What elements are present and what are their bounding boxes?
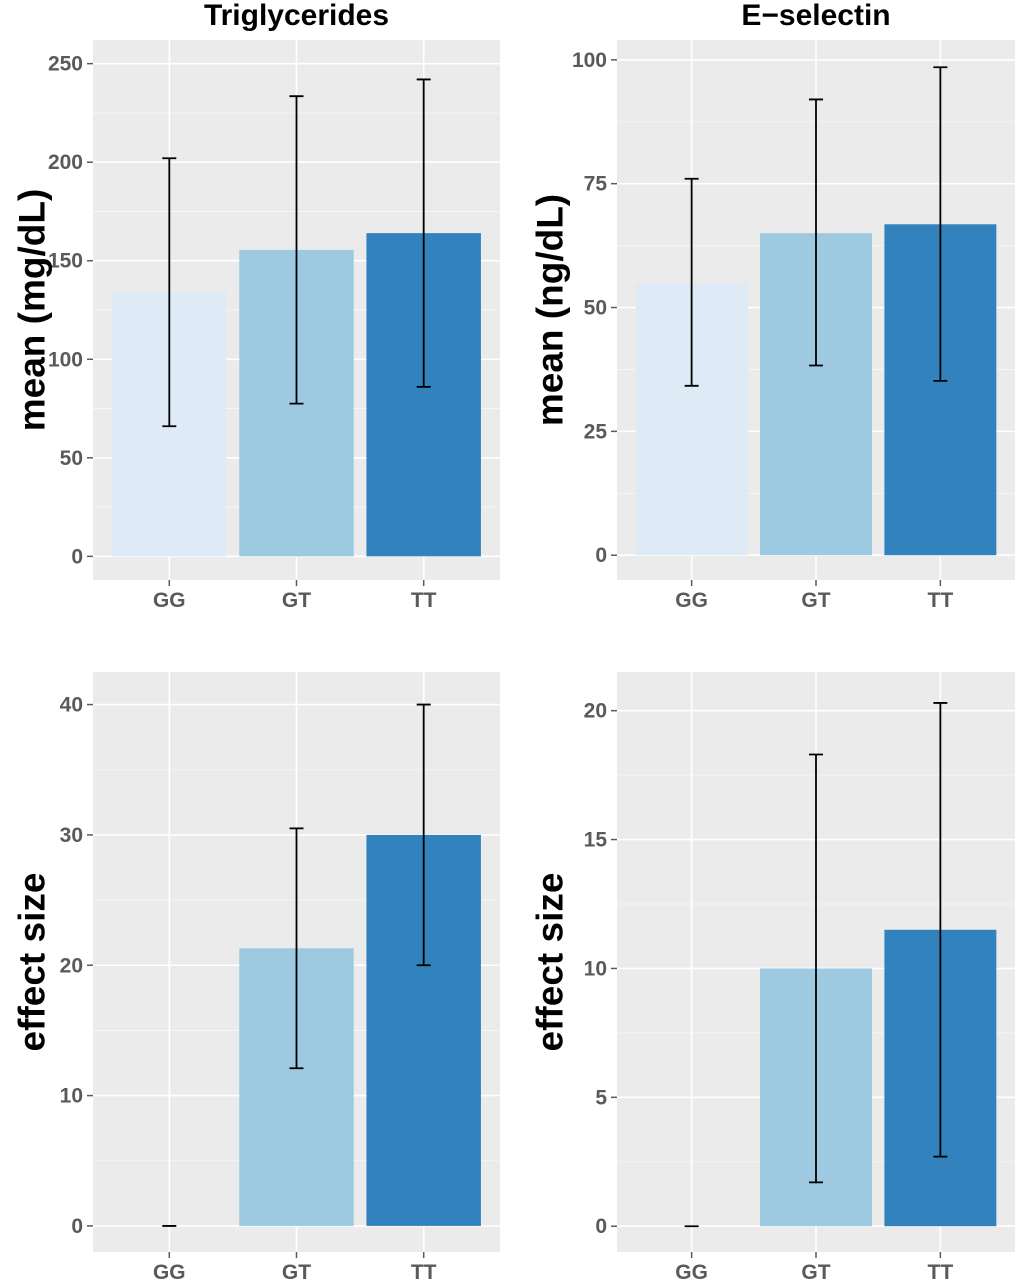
y-tick-label: 100 — [572, 49, 607, 72]
x-tick-label-tt: TT — [928, 1261, 954, 1280]
chart-title: Triglycerides — [204, 0, 389, 32]
y-tick-label: 75 — [584, 173, 608, 196]
y-tick-label: 200 — [48, 151, 83, 174]
y-axis-label: mean (mg/dL) — [12, 189, 53, 432]
error-bar-tt — [933, 702, 948, 1158]
y-tick-label: 250 — [48, 53, 83, 76]
x-tick-label-gg: GG — [153, 589, 186, 612]
x-tick-label-gt: GT — [282, 589, 311, 612]
error-bar-gt — [809, 753, 823, 1184]
x-tick-label-gg: GG — [675, 589, 708, 612]
error-bar-tt — [933, 66, 948, 382]
x-tick-label-gg: GG — [153, 1261, 186, 1280]
error-bar-gg — [162, 157, 177, 428]
error-bar-gg — [684, 177, 699, 387]
x-tick-label-gt: GT — [801, 1261, 830, 1280]
x-tick-label-gg: GG — [675, 1261, 708, 1280]
error-bar-gt — [289, 827, 304, 1070]
x-tick-label-gt: GT — [282, 1261, 311, 1280]
y-tick-label: 0 — [595, 544, 607, 567]
y-tick-label: 150 — [48, 250, 83, 273]
y-axis-label: effect size — [12, 873, 53, 1052]
chart-panel-eselectin-mean: 0 25 50 75 100 GG GT TT mean (ng/dL) E−selectin — [530, 0, 1015, 612]
y-tick-label: 100 — [48, 348, 83, 371]
y-tick-label: 40 — [60, 694, 83, 717]
y-tick-label: 0 — [595, 1215, 607, 1238]
x-tick-label-tt: TT — [411, 589, 437, 612]
y-tick-label: 25 — [584, 420, 608, 443]
y-tick-label: 20 — [584, 700, 607, 723]
y-tick-label: 10 — [584, 957, 607, 980]
y-tick-label: 10 — [60, 1085, 83, 1108]
chart-title: E−selectin — [741, 0, 890, 32]
y-axis-label: mean (ng/dL) — [530, 194, 571, 426]
y-axis-label: effect size — [530, 873, 571, 1052]
y-tick-label: 50 — [60, 447, 83, 470]
y-tick-label: 0 — [71, 545, 83, 568]
error-bar-gt — [289, 95, 304, 405]
error-bar-tt — [416, 703, 431, 967]
x-tick-label-tt: TT — [928, 589, 954, 612]
chart-panel-triglycerides-mean: 0 50 100 150 200 250 GG GT TT mean (mg/dL) Triglyc… — [12, 0, 500, 612]
error-bar-gt — [809, 98, 823, 367]
y-tick-label: 20 — [60, 954, 83, 977]
y-tick-label: 30 — [60, 824, 83, 847]
x-tick-label-gt: GT — [801, 589, 830, 612]
y-tick-label: 15 — [584, 829, 608, 852]
y-tick-label: 0 — [71, 1215, 83, 1238]
error-bar-tt — [416, 78, 431, 388]
chart-panel-triglycerides-effect-size: 0 10 20 30 40 GG GT TT effect size — [12, 672, 500, 1280]
chart-panel-eselectin-effect-size: 0 5 10 15 20 GG GT TT effect size — [530, 672, 1015, 1280]
y-tick-label: 5 — [595, 1086, 607, 1109]
y-tick-label: 50 — [584, 297, 607, 320]
x-tick-label-tt: TT — [411, 1261, 437, 1280]
